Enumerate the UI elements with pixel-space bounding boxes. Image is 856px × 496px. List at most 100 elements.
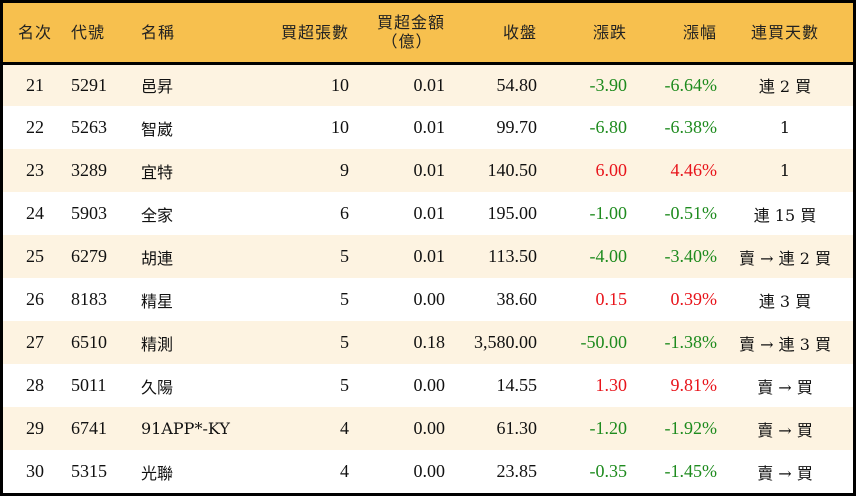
- cell-rank: 23: [26, 160, 44, 180]
- table-row: 26 8183 精星 5 0.00 38.60 0.15 0.39% 連 3 買: [3, 278, 853, 321]
- cell-change-pct: -6.38%: [664, 117, 718, 137]
- cell-close: 140.50: [487, 160, 538, 180]
- col-header-rank: 名次: [3, 3, 67, 65]
- cell-change: -4.00: [589, 246, 628, 266]
- cell-name: 精星: [141, 291, 174, 311]
- cell-name: 全家: [141, 205, 174, 225]
- cell-code: 5291: [71, 74, 107, 95]
- cell-consecutive-days: 連 3 買: [758, 291, 812, 311]
- cell-code: 6741: [71, 418, 107, 438]
- cell-change-pct: -1.38%: [664, 332, 718, 352]
- cell-change-pct: -0.51%: [664, 203, 718, 223]
- table-row: 21 5291 邑昇 10 0.01 54.80 -3.90 -6.64% 連 …: [3, 63, 853, 106]
- table-row: 29 6741 91APP*-KY 4 0.00 61.30 -1.20 -1.…: [3, 407, 853, 450]
- cell-change: -6.80: [589, 117, 628, 137]
- table-row: 24 5903 全家 6 0.01 195.00 -1.00 -0.51% 連 …: [3, 192, 853, 235]
- cell-consecutive-days: 賣 → 連 3 買: [739, 334, 831, 354]
- net-buy-ranking-table: 名次 代號 名稱 買超張數 買超金額 （億） 收盤 漲跌 漲幅 連買天數 21 …: [3, 3, 853, 493]
- cell-change: 0.15: [595, 289, 628, 309]
- cell-net-buy-amount: 0.01: [413, 160, 446, 180]
- cell-net-buy-lots: 6: [340, 203, 349, 223]
- cell-name: 胡連: [141, 248, 174, 268]
- cell-net-buy-lots: 5: [340, 332, 349, 352]
- col-header-net-buy-amount: 買超金額 （億）: [349, 3, 445, 65]
- cell-consecutive-days: 1: [779, 118, 791, 137]
- cell-close: 14.55: [496, 375, 538, 395]
- cell-name: 91APP*-KY: [141, 419, 230, 438]
- cell-code: 5011: [71, 375, 107, 395]
- cell-rank: 26: [26, 289, 44, 309]
- cell-net-buy-lots: 5: [340, 375, 349, 395]
- cell-rank: 21: [26, 74, 44, 95]
- cell-code: 8183: [71, 289, 107, 309]
- cell-consecutive-days: 賣 → 連 2 買: [739, 248, 831, 268]
- cell-change: 1.30: [595, 375, 628, 395]
- table-row: 27 6510 精測 5 0.18 3,580.00 -50.00 -1.38%…: [3, 321, 853, 364]
- col-header-name: 名稱: [137, 3, 257, 65]
- table-row: 23 3289 宜特 9 0.01 140.50 6.00 4.46% 1: [3, 149, 853, 192]
- cell-change: -1.00: [589, 203, 628, 223]
- cell-close: 99.70: [496, 117, 538, 137]
- cell-rank: 27: [26, 332, 44, 352]
- cell-change-pct: -1.92%: [664, 418, 718, 438]
- table-row: 30 5315 光聯 4 0.00 23.85 -0.35 -1.45% 賣 →…: [3, 450, 853, 493]
- cell-name: 久陽: [141, 377, 174, 397]
- cell-net-buy-amount: 0.00: [413, 418, 446, 438]
- cell-name: 邑昇: [141, 77, 174, 97]
- cell-consecutive-days: 賣 → 買: [757, 377, 813, 397]
- cell-code: 5315: [71, 461, 107, 481]
- cell-consecutive-days: 連 2 買: [758, 77, 812, 97]
- cell-close: 23.85: [496, 461, 538, 481]
- cell-close: 195.00: [487, 203, 538, 223]
- cell-change: -1.20: [589, 418, 628, 438]
- table-header-row: 名次 代號 名稱 買超張數 買超金額 （億） 收盤 漲跌 漲幅 連買天數: [3, 3, 853, 65]
- cell-change-pct: -1.45%: [664, 461, 718, 481]
- cell-net-buy-lots: 4: [340, 418, 349, 438]
- cell-name: 精測: [141, 334, 174, 354]
- cell-net-buy-lots: 10: [331, 74, 349, 95]
- cell-change: -50.00: [580, 332, 628, 352]
- cell-change-pct: -6.64%: [664, 74, 718, 95]
- cell-consecutive-days: 連 15 買: [753, 205, 817, 225]
- cell-net-buy-amount: 0.00: [413, 375, 446, 395]
- col-header-code: 代號: [67, 3, 137, 65]
- cell-rank: 22: [26, 117, 44, 137]
- cell-net-buy-amount: 0.00: [413, 461, 446, 481]
- cell-consecutive-days: 1: [779, 161, 791, 180]
- col-header-net-buy-amount-line1: 買超金額: [376, 13, 445, 33]
- cell-net-buy-amount: 0.00: [413, 289, 446, 309]
- cell-rank: 24: [26, 203, 44, 223]
- col-header-change: 漲跌: [537, 3, 627, 65]
- cell-code: 6279: [71, 246, 107, 266]
- col-header-net-buy-amount-line2: （億）: [381, 32, 433, 52]
- cell-net-buy-lots: 9: [340, 160, 349, 180]
- cell-net-buy-amount: 0.01: [413, 203, 446, 223]
- col-header-net-buy-lots: 買超張數: [257, 3, 349, 65]
- cell-change-pct: 4.46%: [670, 160, 718, 180]
- cell-code: 6510: [71, 332, 107, 352]
- cell-change: -3.90: [589, 74, 628, 95]
- cell-name: 智崴: [141, 119, 174, 139]
- cell-name: 光聯: [141, 463, 174, 483]
- cell-net-buy-amount: 0.01: [413, 117, 446, 137]
- cell-code: 5903: [71, 203, 107, 223]
- cell-net-buy-lots: 4: [340, 461, 349, 481]
- cell-rank: 30: [26, 461, 44, 481]
- cell-net-buy-amount: 0.01: [413, 74, 446, 95]
- cell-close: 113.50: [488, 246, 537, 266]
- cell-net-buy-amount: 0.01: [413, 246, 446, 266]
- cell-change-pct: 9.81%: [670, 375, 718, 395]
- cell-close: 3,580.00: [474, 332, 537, 352]
- cell-close: 38.60: [496, 289, 538, 309]
- cell-net-buy-lots: 10: [331, 117, 349, 137]
- table-row: 25 6279 胡連 5 0.01 113.50 -4.00 -3.40% 賣 …: [3, 235, 853, 278]
- cell-rank: 28: [26, 375, 44, 395]
- cell-net-buy-lots: 5: [340, 246, 349, 266]
- cell-change: 6.00: [595, 160, 628, 180]
- cell-change-pct: -3.40%: [664, 246, 718, 266]
- col-header-close: 收盤: [445, 3, 537, 65]
- col-header-change-pct: 漲幅: [627, 3, 717, 65]
- cell-close: 61.30: [496, 418, 538, 438]
- cell-rank: 29: [26, 418, 44, 438]
- col-header-consecutive-days: 連買天數: [717, 3, 853, 65]
